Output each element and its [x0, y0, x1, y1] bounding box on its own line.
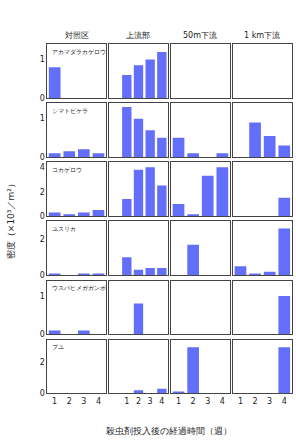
svg-text:1: 1 [40, 292, 45, 301]
svg-text:1: 1 [52, 397, 57, 406]
svg-text:1: 1 [124, 397, 129, 406]
svg-text:0: 0 [40, 153, 45, 162]
svg-text:2: 2 [40, 358, 45, 367]
svg-text:2: 2 [191, 397, 196, 406]
svg-text:4: 4 [282, 397, 287, 406]
svg-text:2: 2 [253, 397, 258, 406]
svg-text:対照区: 対照区 [65, 31, 89, 40]
svg-text:50m下流: 50m下流 [183, 31, 217, 40]
svg-text:1: 1 [238, 397, 243, 406]
svg-text:3: 3 [148, 397, 153, 406]
svg-text:2: 2 [40, 187, 45, 196]
svg-text:2: 2 [136, 397, 141, 406]
svg-text:0: 0 [40, 330, 45, 339]
svg-text:上流部: 上流部 [126, 31, 150, 40]
svg-text:ユスリカ: ユスリカ [52, 225, 76, 232]
svg-text:3: 3 [267, 397, 272, 406]
svg-text:密度（×10³／m²）: 密度（×10³／m²） [6, 179, 16, 259]
svg-text:4: 4 [220, 397, 225, 406]
svg-text:ブユ: ブユ [52, 343, 64, 350]
svg-text:4: 4 [159, 397, 164, 406]
svg-text:2: 2 [67, 397, 72, 406]
svg-text:0: 0 [40, 389, 45, 398]
svg-text:1 km下流: 1 km下流 [244, 31, 280, 40]
svg-text:殺虫剤投入後の経過時間（週）: 殺虫剤投入後の経過時間（週） [106, 426, 232, 436]
svg-text:1: 1 [40, 114, 45, 123]
svg-text:3: 3 [205, 397, 210, 406]
svg-text:コカゲロウ: コカゲロウ [52, 166, 82, 173]
svg-text:0: 0 [40, 212, 45, 221]
svg-text:1: 1 [40, 55, 45, 64]
svg-text:シマトビケラ: シマトビケラ [52, 107, 88, 114]
svg-text:0: 0 [40, 271, 45, 280]
svg-text:3: 3 [81, 397, 86, 406]
svg-text:0: 0 [40, 94, 45, 103]
svg-text:1: 1 [176, 397, 181, 406]
svg-text:4: 4 [40, 163, 45, 172]
svg-text:アカマダラカゲロウ: アカマダラカゲロウ [52, 48, 106, 55]
svg-text:2: 2 [40, 235, 45, 244]
svg-text:ウスバヒメガガンボ: ウスバヒメガガンボ [52, 284, 106, 291]
svg-text:4: 4 [96, 397, 101, 406]
